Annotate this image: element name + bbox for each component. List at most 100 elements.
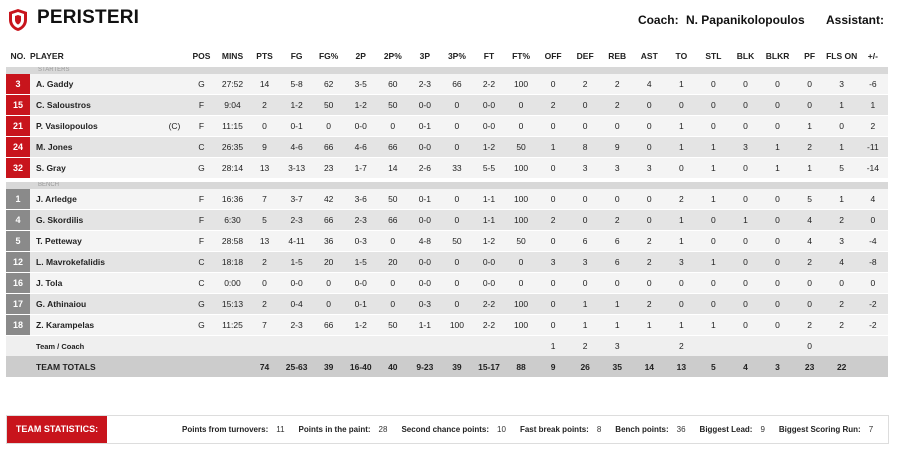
stat-reb: 2 <box>601 74 634 95</box>
stat-pos: C <box>186 272 217 294</box>
column-header: NO. <box>10 51 26 61</box>
column-header: FG% <box>318 51 339 61</box>
column-header: AST <box>640 51 658 61</box>
stat-to: 1 <box>665 314 698 336</box>
stat-def: 3 <box>569 251 602 273</box>
team-coach-ftp <box>505 335 538 356</box>
stat-flson: 1 <box>825 189 858 210</box>
stat-pm: 0 <box>857 209 888 231</box>
player-name-cell[interactable]: L. Mavrokefalidis <box>30 251 187 273</box>
stat-flson: 2 <box>825 209 858 231</box>
stat-stl: 1 <box>697 157 730 179</box>
player-row[interactable]: 21 P. Vasilopoulos (C) F 11:15 0 0-1 0 0-0 0 0-1 0 0… <box>6 115 888 137</box>
stat-p3: 0-0 <box>408 136 441 158</box>
player-row[interactable]: 24 M. Jones C 26:35 9 4-6 66 4-6 66 0-0 0 1-2 50 1 8 9 0… <box>6 136 888 158</box>
player-row[interactable]: 4 G. Skordilis F 6:30 5 2-3 66 2-3 66 0-0 0 1-1 100 2… <box>6 209 888 231</box>
team-stat-value: 10 <box>497 425 506 434</box>
player-row[interactable]: 17 G. Athinaiou G 15:13 2 0-4 0 0-1 0 0-3 0 2-2 100 0… <box>6 293 888 315</box>
player-name[interactable]: A. Gaddy <box>36 79 74 89</box>
stat-blkr: 0 <box>761 251 794 273</box>
player-name[interactable]: M. Jones <box>36 142 73 152</box>
stat-p3: 4-8 <box>408 230 441 252</box>
team-totals-row: TEAM TOTALS 74 25-63 39 16-40 40 9-23 39 15-17 88… <box>6 356 888 377</box>
player-row[interactable]: 32 S. Gray G 28:14 13 3-13 23 1-7 14 2-6 33 5-5 100 0… <box>6 157 888 179</box>
player-name-cell[interactable]: C. Saloustros <box>30 94 187 116</box>
player-name[interactable]: G. Skordilis <box>36 215 84 225</box>
player-row[interactable]: 5 T. Petteway F 28:58 13 4-11 36 0-3 0 4-8 50 1-2 50… <box>6 230 888 252</box>
stat-pf: 1 <box>793 115 826 137</box>
player-name-cell[interactable]: S. Gray <box>30 157 187 179</box>
jersey-number: 21 <box>6 115 31 137</box>
stat-pos: F <box>186 230 217 252</box>
player-row[interactable]: 16 J. Tola C 0:00 0 0-0 0 0-0 0 0-0 0 0-0 0 0 0 0 0 0 0 0 0 0… <box>6 272 888 294</box>
player-name-cell[interactable]: J. Tola <box>30 272 187 294</box>
column-header: PTS <box>256 51 273 61</box>
player-name-cell[interactable]: T. Petteway <box>30 230 187 252</box>
stat-off: 0 <box>537 189 570 210</box>
stat-flson: 1 <box>825 94 858 116</box>
team-stat-value: 8 <box>596 425 602 434</box>
stat-p3: 0-1 <box>408 189 441 210</box>
total-p3: 9-23 <box>408 356 441 377</box>
player-row[interactable]: 15 C. Saloustros F 9:04 2 1-2 50 1-2 50 0-0 0 0-0 0 2… <box>6 94 888 116</box>
player-name[interactable]: C. Saloustros <box>36 100 91 110</box>
player-name[interactable]: Z. Karampelas <box>36 320 95 330</box>
coach-label: Coach: <box>637 13 679 27</box>
stat-fg: 0-4 <box>280 293 313 315</box>
player-name-cell[interactable]: Z. Karampelas <box>30 314 187 336</box>
player-name[interactable]: T. Petteway <box>36 236 82 246</box>
column-header: FT <box>483 51 495 61</box>
stat-fg: 4-11 <box>280 230 313 252</box>
stat-def: 0 <box>569 209 602 231</box>
stat-p2p: 50 <box>376 314 409 336</box>
player-name-cell[interactable]: J. Arledge <box>30 189 187 210</box>
player-name[interactable]: S. Gray <box>36 163 66 173</box>
stat-p2: 3-6 <box>344 189 377 210</box>
player-name[interactable]: P. Vasilopoulos <box>36 121 98 131</box>
player-name-cell[interactable]: G. Skordilis <box>30 209 187 231</box>
team-stat-label: Biggest Scoring Run: <box>778 425 861 434</box>
player-row[interactable]: 3 A. Gaddy G 27:52 14 5-8 62 3-5 60 2-3 66 2-2 100 0 2… <box>6 74 888 95</box>
stat-pos: F <box>186 115 217 137</box>
player-name[interactable]: L. Mavrokefalidis <box>36 257 106 267</box>
total-p2: 16-40 <box>344 356 377 377</box>
jersey-number: 5 <box>6 230 31 252</box>
stat-pf: 2 <box>793 251 826 273</box>
bench-section: BENCH <box>6 182 888 189</box>
stat-blkr: 0 <box>761 230 794 252</box>
stat-def: 8 <box>569 136 602 158</box>
stat-pf: 0 <box>793 94 826 116</box>
stat-ftp: 100 <box>505 74 538 95</box>
stat-to: 3 <box>665 251 698 273</box>
player-name-cell[interactable]: A. Gaddy <box>30 74 187 95</box>
player-name[interactable]: G. Athinaiou <box>36 299 87 309</box>
player-name[interactable]: J. Arledge <box>36 194 77 204</box>
stat-blk: 0 <box>729 251 762 273</box>
player-name-cell[interactable]: G. Athinaiou <box>30 293 187 315</box>
team-coach-off: 1 <box>537 335 570 356</box>
stat-mins: 28:14 <box>216 157 249 179</box>
player-row[interactable]: 12 L. Mavrokefalidis C 18:18 2 1-5 20 1-5 20 0-0 0… <box>6 251 888 273</box>
player-name-cell[interactable]: M. Jones <box>30 136 187 158</box>
stat-p3: 0-0 <box>408 209 441 231</box>
stat-blk: 0 <box>729 157 762 179</box>
stat-fgp: 66 <box>312 209 345 231</box>
player-row[interactable]: 18 Z. Karampelas G 11:25 7 2-3 66 1-2 50 1-1 100 2-… <box>6 314 888 336</box>
stat-fgp: 50 <box>312 94 345 116</box>
total-fgp: 39 <box>312 356 345 377</box>
stat-pts: 0 <box>248 115 281 137</box>
player-name-cell[interactable]: P. Vasilopoulos (C) <box>30 115 187 137</box>
column-header: STL <box>705 51 722 61</box>
header-row: NO. PLAYER POS MINS PTS FG FG% 2P 2P% 3P 3P% FT FT% O… <box>6 45 888 67</box>
team-coach-pm <box>857 335 888 356</box>
stat-blk: 3 <box>729 136 762 158</box>
player-name[interactable]: J. Tola <box>36 278 63 288</box>
player-row[interactable]: 1 J. Arledge F 16:36 7 3-7 42 3-6 50 0-1 0 1-1 100 0 0… <box>6 189 888 210</box>
stat-p3p: 0 <box>440 94 473 116</box>
stat-pts: 7 <box>248 189 281 210</box>
stat-flson: 3 <box>825 74 858 95</box>
stat-mins: 18:18 <box>216 251 249 273</box>
stat-reb: 6 <box>601 251 634 273</box>
team-coach-blkr <box>761 335 794 356</box>
stat-mins: 6:30 <box>216 209 249 231</box>
